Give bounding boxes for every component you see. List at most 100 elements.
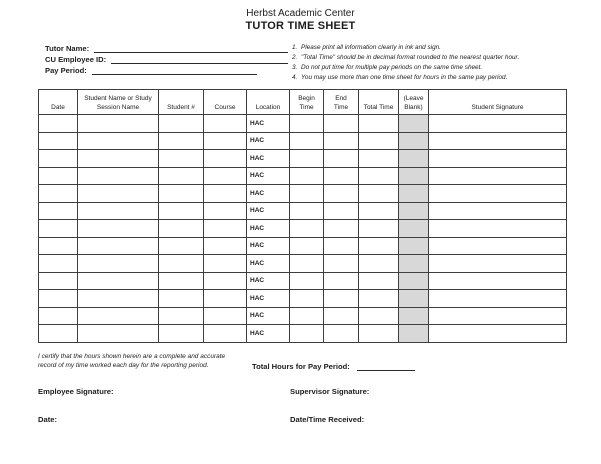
cell-leave-blank [398,166,429,185]
cell-student-name [77,236,159,255]
timesheet-row: HAC [38,254,567,273]
cell-course [203,306,247,325]
organization-name: Herbst Academic Center [246,8,355,19]
cell-course [203,289,247,308]
instruction-text: Please print all information clearly in … [301,44,441,51]
pay-period-field: Pay Period: [45,64,288,75]
cell-student-num [158,184,204,203]
cell-student-name [77,114,159,133]
cell-end [323,236,359,255]
cell-begin [289,289,324,308]
cell-location: HAC [246,184,290,203]
total-hours-blank-line [356,363,415,371]
cell-total [358,306,399,325]
cell-course [203,219,247,238]
cell-total [358,254,399,273]
tutor-name-blank-line [94,45,288,53]
cell-student-name [77,184,159,203]
cell-location: HAC [246,236,290,255]
cell-begin [289,201,324,220]
cell-begin [289,219,324,238]
cell-signature [428,289,567,308]
cell-date [38,324,78,343]
instruction-text: Do not put time for multiple pay periods… [301,64,483,71]
cell-end [323,289,359,308]
timesheet-row: HAC [38,114,567,133]
instruction-item: 1. Please print all information clearly … [292,43,577,53]
cell-signature [428,236,567,255]
cell-end [323,131,359,150]
cell-signature [428,114,567,133]
cell-location: HAC [246,166,290,185]
timesheet-header-row: Date Student Name or Study Session Name … [38,89,567,115]
cell-signature [428,254,567,273]
cell-total [358,324,399,343]
timesheet-row: HAC [38,219,567,238]
timesheet-row: HAC [38,324,567,343]
employee-id-blank-line [111,56,288,64]
cell-end [323,271,359,290]
cell-student-num [158,114,204,133]
cell-total [358,201,399,220]
cell-begin [289,236,324,255]
instruction-number: 2. [292,54,298,61]
cell-signature [428,149,567,168]
cell-location: HAC [246,149,290,168]
cell-begin [289,184,324,203]
cell-end [323,254,359,273]
cell-begin [289,131,324,150]
cell-location: HAC [246,254,290,273]
cell-course [203,149,247,168]
datetime-received-label: Date/Time Received: [290,415,365,424]
cell-student-name [77,289,159,308]
cell-date [38,219,78,238]
cell-student-num [158,236,204,255]
timesheet-row: HAC [38,166,567,185]
cell-location: HAC [246,324,290,343]
cell-course [203,184,247,203]
cell-location: HAC [246,201,290,220]
cell-signature [428,271,567,290]
cell-date [38,166,78,185]
cell-signature [428,184,567,203]
cell-date [38,131,78,150]
cell-total [358,149,399,168]
cell-date [38,114,78,133]
cell-student-name [77,306,159,325]
cell-student-num [158,254,204,273]
identity-fields: Tutor Name: CU Employee ID: Pay Period: [45,42,288,75]
cell-student-num [158,324,204,343]
employee-signature-label: Employee Signature: [38,387,114,396]
cell-total [358,114,399,133]
cell-leave-blank [398,289,429,308]
cell-leave-blank [398,324,429,343]
cell-signature [428,166,567,185]
instruction-item: 2. "Total Time" should be in decimal for… [292,53,577,63]
supervisor-signature-label: Supervisor Signature: [290,387,370,396]
cell-student-num [158,149,204,168]
cell-date [38,271,78,290]
cell-date [38,289,78,308]
cell-total [358,289,399,308]
timesheet-row: HAC [38,131,567,150]
timesheet-row: HAC [38,184,567,203]
cell-location: HAC [246,219,290,238]
total-hours-label: Total Hours for Pay Period: [252,362,350,371]
instruction-item: 3. Do not put time for multiple pay peri… [292,63,577,73]
cell-begin [289,271,324,290]
cell-leave-blank [398,149,429,168]
cell-begin [289,149,324,168]
timesheet-body: HAC HAC HAC HAC HAC HAC HAC HAC HAC HAC HAC HAC HAC [38,114,567,343]
cell-course [203,166,247,185]
cell-course [203,114,247,133]
form-title: TUTOR TIME SHEET [245,20,356,32]
instruction-text: "Total Time" should be in decimal format… [301,54,520,61]
date-label: Date: [38,415,57,424]
cell-leave-blank [398,184,429,203]
cell-student-name [77,131,159,150]
column-header-date: Date [38,89,78,115]
cell-course [203,271,247,290]
column-header-course: Course [203,89,247,115]
tutor-name-field: Tutor Name: [45,42,288,53]
